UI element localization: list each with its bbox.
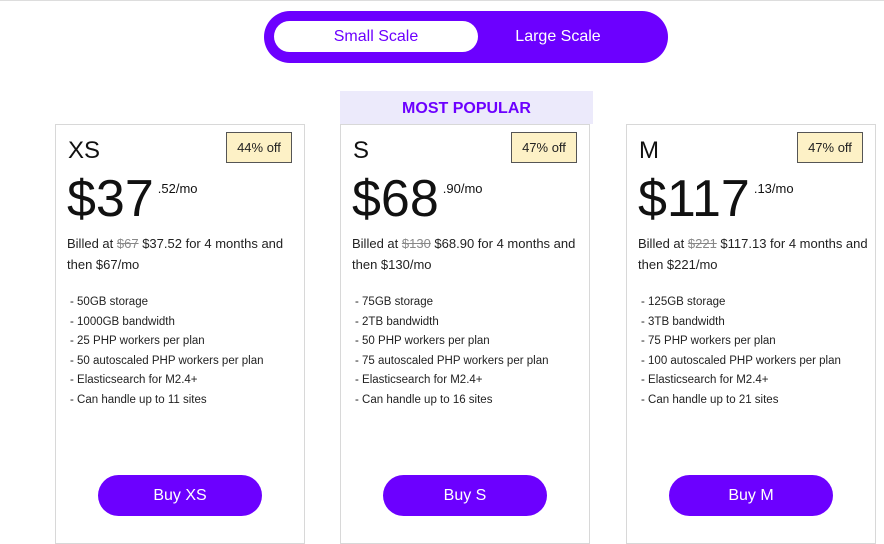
price-dollars: $68: [352, 170, 439, 228]
most-popular-banner: MOST POPULAR: [340, 91, 593, 124]
plan-price: $68.90/mo: [352, 169, 483, 229]
plan-price: $37.52/mo: [67, 169, 198, 229]
feature-list: 50GB storage1000GB bandwidth25 PHP worke…: [70, 293, 263, 411]
billing-note: Billed at $67 $37.52 for 4 months and th…: [67, 233, 297, 275]
feature-list: 125GB storage3TB bandwidth75 PHP workers…: [641, 293, 841, 411]
plan-name: S: [353, 137, 370, 164]
feature-item: 25 PHP workers per plan: [70, 332, 263, 352]
feature-item: 75 autoscaled PHP workers per plan: [355, 352, 548, 372]
buy-s-button[interactable]: Buy S: [383, 475, 547, 516]
feature-item: 3TB bandwidth: [641, 313, 841, 333]
price-cents: .90/mo: [442, 181, 483, 196]
plan-card-xs: XS 44% off $37.52/mo Billed at $67 $37.5…: [55, 124, 305, 544]
plan-card-s: S 47% off $68.90/mo Billed at $130 $68.9…: [340, 124, 590, 544]
feature-item: Can handle up to 16 sites: [355, 391, 548, 411]
feature-item: 50 PHP workers per plan: [355, 332, 548, 352]
feature-item: 2TB bandwidth: [355, 313, 548, 333]
buy-xs-button[interactable]: Buy XS: [98, 475, 262, 516]
billed-prefix: Billed at: [352, 236, 399, 251]
large-scale-tab[interactable]: Large Scale: [515, 28, 601, 45]
plan-name: M: [639, 137, 659, 164]
feature-item: 75 PHP workers per plan: [641, 332, 841, 352]
billed-rest: $68.90 for 4 months and then $130/mo: [352, 236, 576, 272]
price-cents: .13/mo: [753, 181, 794, 196]
plan-card-m: M 47% off $117.13/mo Billed at $221 $117…: [626, 124, 876, 544]
discount-badge: 47% off: [797, 132, 863, 163]
price-dollars: $117: [638, 170, 750, 228]
billed-rest: $117.13 for 4 months and then $221/mo: [638, 236, 868, 272]
billing-note: Billed at $130 $68.90 for 4 months and t…: [352, 233, 582, 275]
price-dollars: $37: [67, 170, 154, 228]
feature-item: 100 autoscaled PHP workers per plan: [641, 352, 841, 372]
feature-item: Elasticsearch for M2.4+: [355, 371, 548, 391]
plan-price: $117.13/mo: [638, 169, 794, 229]
small-scale-tab[interactable]: Small Scale: [274, 21, 478, 52]
billed-prefix: Billed at: [67, 236, 114, 251]
feature-item: Elasticsearch for M2.4+: [641, 371, 841, 391]
feature-item: 125GB storage: [641, 293, 841, 313]
billing-note: Billed at $221 $117.13 for 4 months and …: [638, 233, 868, 275]
old-price: $221: [687, 236, 717, 251]
discount-badge: 44% off: [226, 132, 292, 163]
billed-rest: $37.52 for 4 months and then $67/mo: [67, 236, 284, 272]
feature-list: 75GB storage2TB bandwidth50 PHP workers …: [355, 293, 548, 411]
billed-prefix: Billed at: [638, 236, 685, 251]
feature-item: Elasticsearch for M2.4+: [70, 371, 263, 391]
scale-toggle: Small Scale Large Scale: [264, 11, 668, 63]
discount-badge: 47% off: [511, 132, 577, 163]
feature-item: 1000GB bandwidth: [70, 313, 263, 333]
old-price: $130: [401, 236, 431, 251]
buy-m-button[interactable]: Buy M: [669, 475, 833, 516]
price-cents: .52/mo: [157, 181, 198, 196]
feature-item: 75GB storage: [355, 293, 548, 313]
feature-item: Can handle up to 21 sites: [641, 391, 841, 411]
feature-item: 50GB storage: [70, 293, 263, 313]
feature-item: Can handle up to 11 sites: [70, 391, 263, 411]
plan-name: XS: [68, 137, 101, 164]
feature-item: 50 autoscaled PHP workers per plan: [70, 352, 263, 372]
old-price: $67: [116, 236, 139, 251]
